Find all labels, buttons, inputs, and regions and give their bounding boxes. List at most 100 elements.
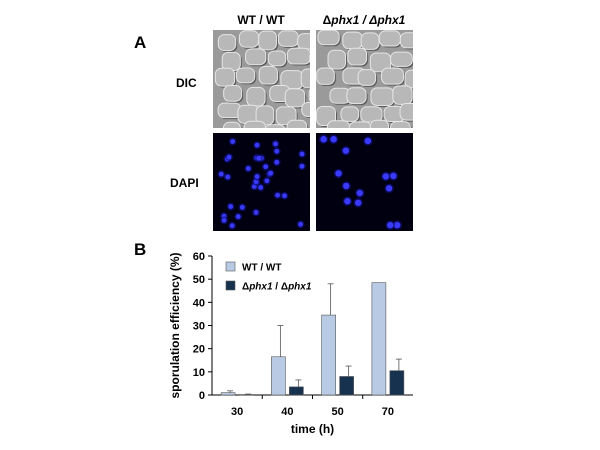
cell: [237, 104, 260, 124]
nucleus: [273, 141, 278, 147]
cell: [267, 50, 287, 67]
nucleus: [235, 214, 241, 219]
cell: [246, 86, 266, 107]
cell: [214, 67, 236, 87]
cell: [317, 30, 340, 46]
nucleus: [258, 185, 264, 190]
y-axis-label: sporulation efficiency (%): [168, 252, 182, 398]
cell: [399, 32, 413, 49]
nucleus: [275, 192, 281, 198]
x-tick-label: 30: [231, 406, 243, 418]
cell: [286, 47, 310, 65]
x-tick-label: 70: [382, 406, 394, 418]
nucleus: [343, 182, 350, 190]
column-label-wt: WT / WT: [212, 13, 310, 27]
nucleus: [226, 154, 232, 160]
nucleus: [263, 164, 269, 170]
nucleus: [239, 204, 245, 210]
cell: [308, 88, 310, 102]
y-tick-label: 30: [193, 321, 205, 333]
bar-series-1: [289, 386, 304, 396]
nucleus: [342, 147, 350, 154]
sporulation-chart: 0 10 20 30 40 50 60 30 40 50 70 time (h) sporulation…: [168, 251, 413, 436]
legend-label: WT / WT: [242, 263, 281, 274]
cell: [360, 32, 380, 50]
x-tick-label: 50: [332, 406, 344, 418]
cell: [316, 67, 335, 85]
dapi-image-phx1-nuclei: [318, 134, 402, 230]
nucleus: [393, 221, 401, 229]
nucleus: [254, 142, 260, 148]
cell: [357, 69, 377, 86]
x-axis-label: time (h): [291, 422, 334, 436]
nucleus: [299, 151, 305, 157]
nucleus: [274, 148, 280, 154]
cell: [348, 121, 372, 128]
legend-swatch: [225, 261, 236, 272]
dic-image-wt: [213, 30, 310, 128]
nucleus: [385, 185, 393, 192]
bar-series-0: [271, 356, 286, 396]
nucleus: [335, 170, 342, 177]
column-label-phx1: Δphx1 / Δphx1: [312, 13, 416, 27]
nucleus: [387, 221, 394, 229]
cell: [284, 88, 306, 108]
cell: [217, 34, 237, 52]
cell: [223, 85, 243, 102]
cell: [399, 102, 413, 121]
cell: [222, 121, 241, 128]
nucleus: [382, 173, 390, 180]
dic-image-phx1-cells: [316, 30, 413, 128]
cell: [264, 124, 286, 128]
y-tick-label: 20: [193, 344, 205, 356]
row-label-dic: DIC: [176, 76, 197, 90]
nucleus: [221, 217, 227, 223]
y-tick-label: 50: [193, 274, 205, 286]
y-tick-label: 10: [193, 367, 205, 379]
nucleus: [256, 155, 262, 161]
cell: [381, 67, 404, 85]
nucleus: [390, 172, 397, 180]
cell: [370, 87, 395, 106]
cell: [258, 30, 277, 51]
nucleus: [230, 139, 236, 144]
cell: [300, 68, 310, 89]
nucleus: [228, 204, 234, 209]
cell: [360, 106, 383, 123]
bar-series-0: [220, 392, 236, 396]
cell: [340, 106, 360, 122]
cell: [245, 48, 267, 66]
bar-series-1: [339, 376, 354, 396]
dapi-image-wt: [213, 133, 310, 231]
cell: [258, 65, 278, 85]
x-tick-label: 40: [281, 406, 293, 418]
cell: [286, 119, 308, 128]
nucleus: [354, 199, 362, 206]
dapi-image-phx1: [316, 133, 413, 231]
cell: [301, 101, 310, 117]
cell: [277, 30, 299, 47]
nucleus: [356, 189, 364, 197]
nucleus: [264, 178, 270, 184]
column-label-wt-text: WT / WT: [237, 13, 285, 27]
cell: [390, 51, 413, 67]
cell: [238, 30, 260, 48]
legend-label: Δphx1 / Δphx1: [242, 282, 312, 293]
bar-series-0: [321, 314, 336, 396]
dapi-image-wt-nuclei: [217, 137, 306, 230]
cell: [390, 121, 411, 128]
nucleus: [218, 171, 224, 177]
nucleus: [330, 136, 337, 143]
nucleus: [320, 136, 327, 143]
nucleus: [254, 174, 260, 179]
nucleus: [268, 170, 274, 176]
nucleus: [282, 193, 287, 199]
column-label-phx1-text: phx1 / Δphx1: [331, 13, 406, 27]
dic-image-wt-cells: [214, 30, 310, 128]
nucleus: [245, 166, 251, 171]
cell: [404, 69, 413, 89]
cell: [243, 120, 267, 128]
nucleus: [364, 137, 372, 145]
y-tick-label: 0: [199, 390, 205, 402]
nucleus: [274, 159, 280, 165]
